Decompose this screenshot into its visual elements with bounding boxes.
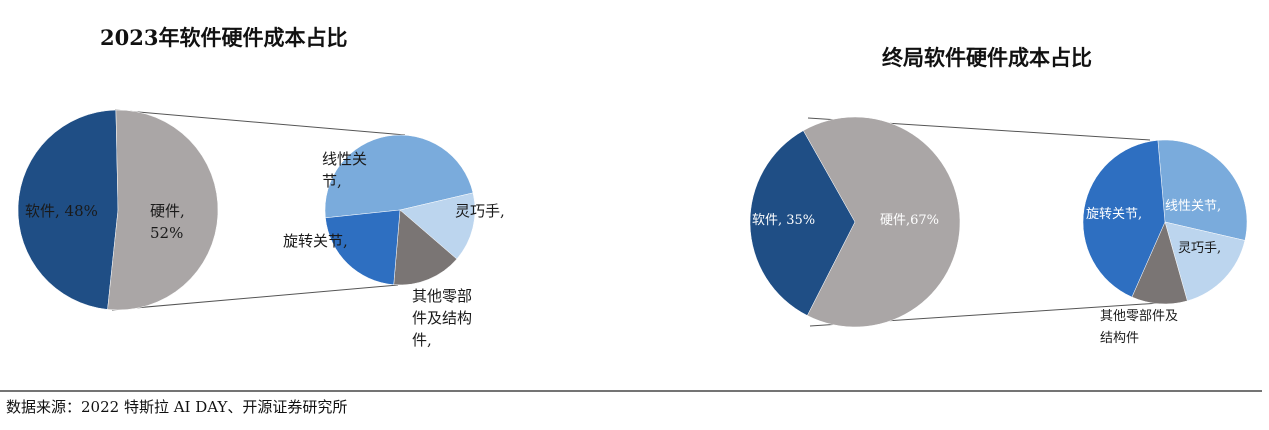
sub-label: 灵巧手, (1178, 241, 1222, 256)
source-note: 数据来源：2022 特斯拉 AI DAY、开源证券研究所 (6, 398, 348, 416)
sub-label: 旋转关节, (1086, 207, 1143, 222)
value-label: 软件, 35% (752, 213, 816, 228)
pie-slice (1164, 221, 1246, 302)
value-label: 硬件, 52% (150, 202, 185, 242)
sub-label: 线性关节, (1165, 199, 1222, 214)
pie-slice (803, 116, 961, 328)
pie-slice (399, 192, 476, 260)
value-label: 软件, 48% (25, 202, 98, 220)
value-label: 硬件,67% (880, 213, 940, 228)
pie-slice (1082, 140, 1166, 298)
chart-title: 2023年软件硬件成本占比 (100, 25, 348, 50)
sub-label: 灵巧手, (455, 202, 505, 220)
sub-label: 旋转关节, (283, 232, 348, 250)
connector-line (114, 109, 406, 136)
pie-slice (17, 109, 119, 310)
connector-line (111, 284, 399, 311)
pie-slice (1157, 139, 1248, 241)
pie-slice (393, 209, 458, 286)
pie-slice (749, 130, 856, 316)
pie-slice (325, 209, 401, 286)
sub-label: 线性关节, (322, 150, 368, 190)
chart-title: 终局软件硬件成本占比 (882, 45, 1092, 70)
pie-slice (107, 109, 219, 311)
sub-label: 其他零部件及结构件, (412, 287, 473, 349)
sub-label: 其他零部件及结构件 (1100, 309, 1179, 346)
pie-slice (324, 134, 474, 219)
